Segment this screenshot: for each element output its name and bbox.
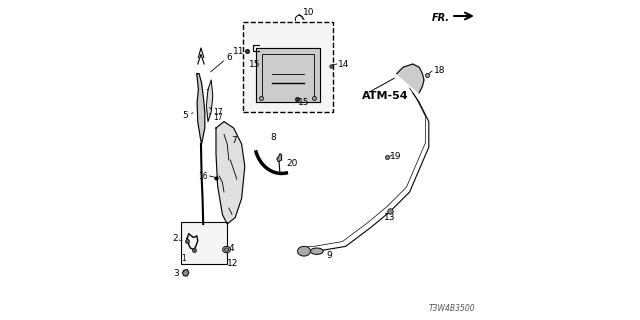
Text: 2: 2 [172, 234, 178, 243]
Text: FR.: FR. [431, 12, 450, 23]
Polygon shape [206, 80, 212, 122]
Text: 15: 15 [298, 98, 309, 107]
Text: 11: 11 [233, 47, 244, 56]
Polygon shape [298, 246, 310, 256]
Text: 7: 7 [231, 136, 236, 145]
Text: 12: 12 [227, 259, 239, 268]
Text: 10: 10 [303, 8, 314, 17]
Polygon shape [397, 64, 424, 93]
Text: 17: 17 [212, 113, 223, 122]
Text: 18: 18 [434, 66, 445, 75]
Ellipse shape [310, 248, 323, 254]
Polygon shape [182, 269, 189, 276]
Polygon shape [256, 48, 320, 102]
Polygon shape [277, 154, 282, 162]
Text: 8: 8 [271, 133, 276, 142]
Text: ATM-54: ATM-54 [362, 91, 408, 101]
Text: 5: 5 [183, 111, 188, 120]
Text: 19: 19 [390, 152, 402, 161]
Text: T3W4B3500: T3W4B3500 [429, 304, 475, 313]
Text: 3: 3 [173, 269, 179, 278]
Text: 20: 20 [287, 159, 298, 168]
Text: 9: 9 [327, 252, 332, 260]
Text: 13: 13 [384, 213, 396, 222]
Polygon shape [216, 122, 245, 224]
Text: 14: 14 [338, 60, 349, 68]
Text: 15: 15 [249, 60, 260, 68]
Polygon shape [197, 74, 205, 144]
Polygon shape [223, 246, 230, 253]
Text: 16: 16 [198, 172, 207, 180]
Text: 4: 4 [228, 244, 234, 253]
Text: 17: 17 [212, 108, 223, 116]
Text: 6: 6 [226, 53, 232, 62]
Bar [243, 22, 333, 112]
Bar [181, 222, 227, 264]
Text: 1: 1 [182, 254, 186, 263]
